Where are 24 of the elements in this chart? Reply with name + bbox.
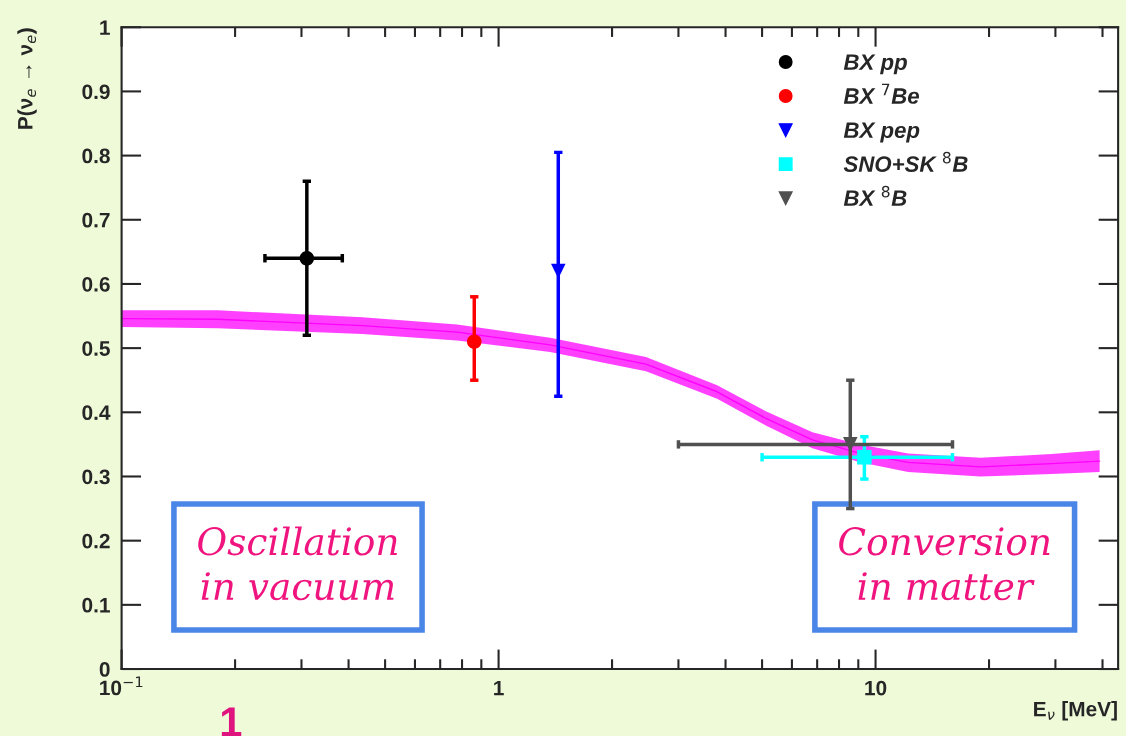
y-tick-label: 0.3	[82, 469, 110, 485]
y-tick-label: 0.1	[82, 597, 110, 613]
y-tick-label: 1	[100, 20, 110, 35]
legend-label: BX $^{7}$Be	[843, 83, 920, 104]
y-tick-label: 0.2	[82, 533, 110, 549]
y-tick-label: 0.4	[82, 405, 111, 421]
y-tick-label: 0.7	[82, 212, 110, 228]
x-tick-label: 1	[494, 680, 504, 696]
annotation: Conversion in matter	[839, 527, 1050, 601]
x-tick-label: 10$^{−1}$	[100, 676, 143, 696]
y-tick-label: 0.6	[82, 276, 110, 292]
x-axis-title: E$_{ν}$ [MeV]	[1034, 701, 1117, 721]
y-axis-title: P(ν$_{e}$ → ν$_{e}$)	[17, 28, 37, 129]
legend-label: BX pp	[843, 54, 907, 75]
y-tick-label: 0	[99, 662, 110, 677]
annotation: Oscillation in vacuum	[198, 526, 397, 601]
legend-label: SNO+SK $^{8}$B	[843, 151, 968, 172]
x-tick-label: 10	[865, 680, 887, 696]
y-tick-label: 0.5	[82, 341, 110, 356]
legend-label: BX $^{8}$B	[843, 185, 907, 206]
y-tick-label: 0.9	[82, 84, 110, 100]
text: 1	[221, 707, 242, 736]
legend-label: BX pep	[843, 122, 920, 143]
y-tick-label: 0.8	[82, 148, 110, 164]
